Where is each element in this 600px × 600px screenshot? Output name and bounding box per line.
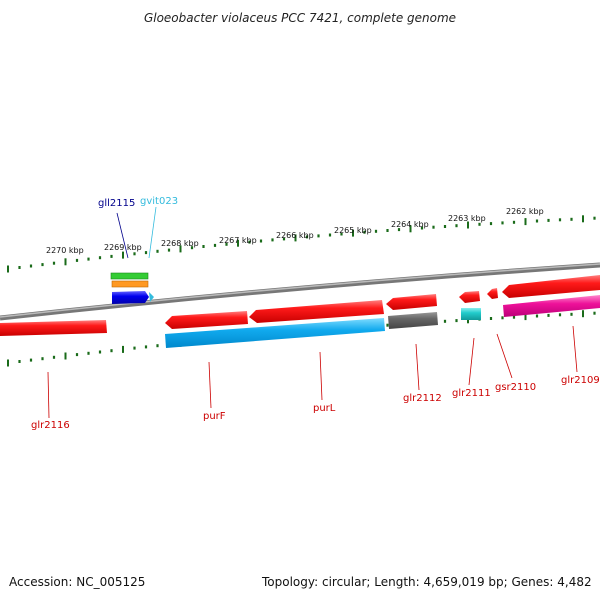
gene-label-glr2112[interactable]: glr2112 — [403, 393, 442, 404]
genome-summary-text: Topology: circular; Length: 4,659,019 bp… — [262, 575, 592, 589]
gene-glr2112-arrow[interactable] — [386, 294, 437, 310]
genome-backbone — [0, 262, 600, 321]
gene-gsr2110-arrow[interactable] — [487, 288, 498, 299]
gene-purF-arrow[interactable] — [165, 311, 248, 329]
leader-lines — [47, 206, 578, 419]
scale-label-2269: 2269 kbp — [104, 243, 142, 252]
gene-label-glr2109[interactable]: glr2109 — [561, 375, 600, 386]
feature-gvit023-arrow[interactable] — [149, 292, 154, 302]
scale-label-2263: 2263 kbp — [448, 214, 486, 223]
gene-glr2116-arrow[interactable] — [0, 320, 107, 336]
accession-text: Accession: NC_005125 — [9, 575, 146, 589]
feature-green-bar[interactable] — [110, 272, 149, 280]
scale-label-2268: 2268 kbp — [161, 239, 199, 248]
gene-label-gll2115[interactable]: gll2115 — [98, 198, 135, 209]
gene-label-glr2111[interactable]: glr2111 — [452, 388, 491, 399]
cds-track-gray[interactable] — [388, 312, 438, 329]
gene-label-gsr2110[interactable]: gsr2110 — [495, 382, 536, 393]
rna-feature-teal[interactable] — [461, 308, 481, 320]
scale-label-2267: 2267 kbp — [219, 236, 257, 245]
gene-glr2111-arrow[interactable] — [459, 291, 480, 303]
feature-orange-bar[interactable] — [111, 280, 149, 288]
gene-labels: gll2115 gvit023 glr2116 purF purL glr211… — [31, 196, 600, 431]
scale-label-2265: 2265 kbp — [334, 226, 372, 235]
scale-label-2262: 2262 kbp — [506, 207, 544, 216]
feature-gll2115-arrow[interactable] — [112, 291, 149, 304]
gene-label-purF[interactable]: purF — [203, 411, 226, 422]
scale-labels: 2270 kbp 2269 kbp 2268 kbp 2267 kbp 2266… — [46, 207, 544, 255]
scale-label-2270: 2270 kbp — [46, 246, 84, 255]
upper-scale-ruler — [7, 215, 596, 273]
gene-glr2109-arrow[interactable] — [502, 275, 600, 298]
scale-label-2264: 2264 kbp — [391, 220, 429, 229]
gene-purL-arrow[interactable] — [249, 300, 384, 323]
gene-label-glr2116[interactable]: glr2116 — [31, 420, 70, 431]
gene-label-purL[interactable]: purL — [313, 403, 336, 414]
gene-label-gvit023[interactable]: gvit023 — [140, 196, 178, 207]
scale-label-2266: 2266 kbp — [276, 231, 314, 240]
cds-track-blue[interactable] — [165, 318, 385, 348]
misc-feature-pink[interactable] — [503, 295, 600, 317]
map-title: Gloeobacter violaceus PCC 7421, complete… — [144, 11, 456, 25]
